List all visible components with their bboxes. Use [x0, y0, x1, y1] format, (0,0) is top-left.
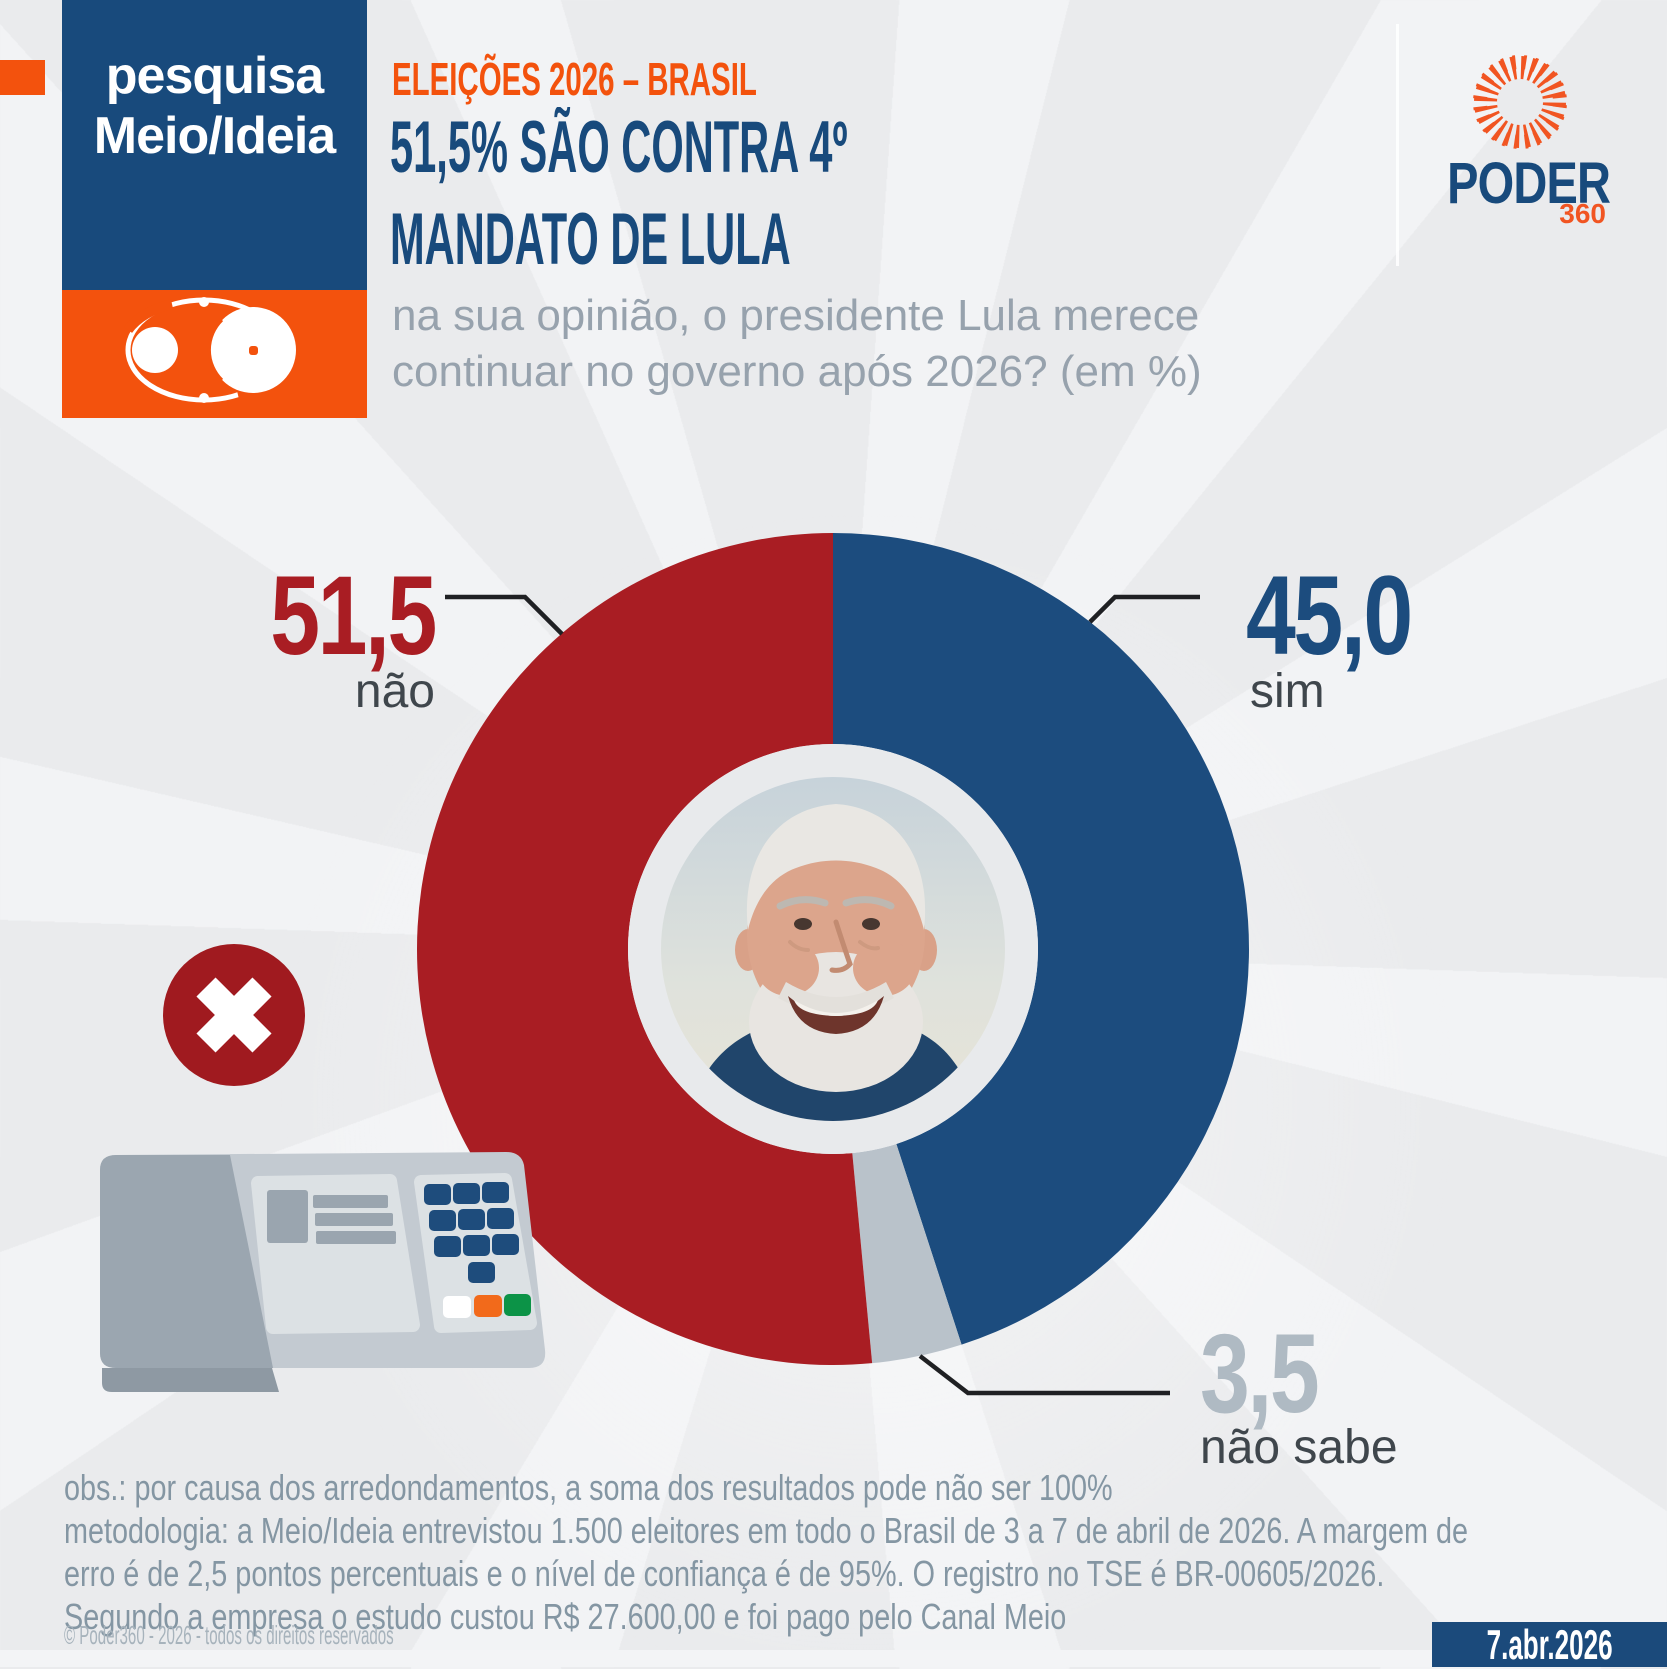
brand-line-2: Meio/Ideia [93, 107, 336, 165]
note-line: obs.: por causa dos arredondamentos, a s… [64, 1467, 1113, 1508]
survey-question-line-1: na sua opinião, o presidente Lula merece [392, 291, 1200, 340]
machine-green-key [504, 1294, 531, 1316]
canal-meio-icon [123, 297, 296, 403]
category-label-nao-sabe: não sabe [1200, 1421, 1398, 1474]
bottom-strip [0, 1650, 1667, 1667]
methodology-notes: obs.: por causa dos arredondamentos, a s… [64, 1466, 1468, 1638]
value-label-nao-sabe: 3,5 [1200, 1311, 1320, 1436]
value-label-nao: 51,5 [270, 553, 437, 678]
machine-screen [251, 1174, 420, 1334]
callout-line-sim [1088, 594, 1200, 624]
pie-slice-não [417, 533, 873, 1365]
meio-logo-box [62, 290, 367, 418]
donut-chart [417, 533, 1250, 1365]
survey-question-line-2: continuar no governo após 2026? (em %) [392, 347, 1202, 396]
note-line: erro é de 2,5 pontos percentuais e o nív… [64, 1553, 1385, 1594]
pie-slice-sim [833, 533, 1250, 1345]
header-divider [1396, 24, 1399, 266]
machine-orange-key [474, 1295, 502, 1317]
poder360-suffix: 360 [1559, 198, 1606, 229]
machine-white-key [443, 1296, 471, 1318]
note-line: Segundo a empresa o estudo custou R$ 27.… [64, 1596, 1067, 1637]
brand-line-1: pesquisa [105, 47, 324, 105]
x-badge-icon [163, 944, 305, 1086]
page-title-line-1: 51,5% SÃO CONTRA 4º [390, 107, 848, 188]
date-badge: 7.abr.2026 [1432, 1620, 1667, 1668]
left-edge-accent [0, 60, 45, 95]
kicker: ELEIÇÕES 2026 – BRASIL [392, 53, 757, 105]
value-label-sim: 45,0 [1246, 553, 1413, 678]
pie-slice-não-sabe [852, 1143, 962, 1364]
date-badge-label: 7.abr.2026 [1486, 1620, 1613, 1668]
callout-line-nao [445, 594, 564, 636]
category-label-sim: sim [1250, 665, 1325, 718]
voting-machine-illustration [100, 1152, 546, 1392]
pesquisa-brand-box [62, 0, 367, 290]
survey-question: na sua opinião, o presidente Lula merece… [392, 288, 1202, 400]
machine-keypad [414, 1173, 537, 1333]
page-title-line-2: MANDATO DE LULA [390, 199, 791, 280]
poder360-wordmark: PODER [1447, 151, 1611, 216]
callout-line-nao-sabe [918, 1354, 1170, 1396]
poder360-sunburst-icon [1473, 55, 1567, 149]
lula-photo [661, 777, 1005, 1121]
pesquisa-brand-label: pesquisa Meio/Ideia [62, 46, 367, 166]
category-label-nao: não [354, 665, 435, 718]
copyright-text: © Poder360 - 2026 - todos os direitos re… [64, 1620, 394, 1650]
note-line: metodologia: a Meio/Ideia entrevistou 1.… [64, 1510, 1469, 1551]
